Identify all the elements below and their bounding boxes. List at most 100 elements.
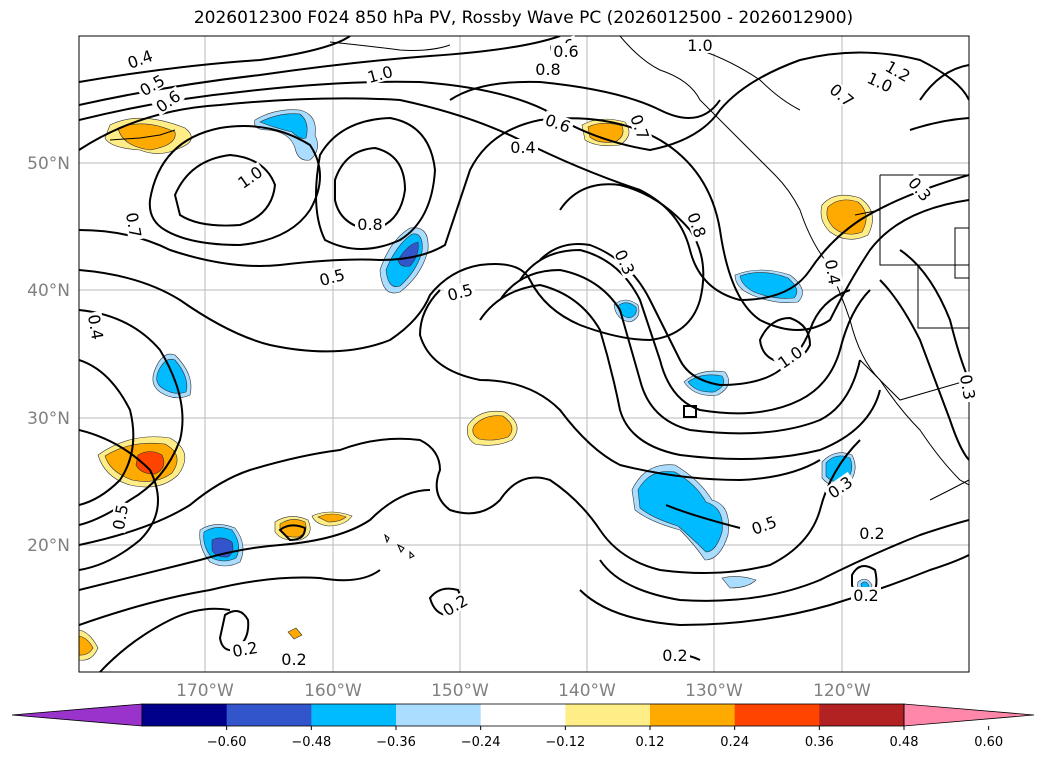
colorbar-tick-label: −0.36 — [376, 735, 416, 750]
colorbar-tick-label: −0.48 — [291, 735, 331, 750]
colorbar: −0.60 −0.48 −0.36 −0.24 −0.12 0.12 0.24 0.36 0.4… — [11, 703, 1035, 750]
negative-anomaly — [721, 576, 757, 589]
contour-label-background — [627, 110, 653, 144]
contour-label-background — [228, 638, 262, 660]
colorbar-segment — [226, 704, 312, 726]
contour-label: 0.8 — [357, 215, 382, 234]
contour-label-background — [233, 161, 267, 193]
contour-label-background — [904, 172, 936, 206]
colorbar-outline — [141, 703, 905, 727]
contour-label-background — [109, 500, 131, 534]
lon-label-130w: 130°W — [685, 681, 743, 701]
contour-label-background — [551, 43, 581, 59]
contour-label-background — [279, 651, 309, 667]
colorbar-segment — [480, 704, 566, 726]
lon-label-150w: 150°W — [431, 681, 489, 701]
contour-label-background — [151, 85, 185, 117]
colorbar-tick-label: 0.12 — [636, 735, 665, 750]
negative-anomaly — [156, 358, 188, 394]
contour-label: 0.5 — [109, 503, 132, 531]
contour-label-background — [508, 139, 538, 155]
pv-contours — [79, 36, 969, 672]
contour-label-background — [822, 255, 844, 289]
contour-label-background — [135, 70, 169, 100]
contour-label-background — [881, 56, 915, 86]
contour-label: 0.2 — [281, 650, 306, 669]
colorbar-segment — [396, 704, 482, 726]
contour-label-background — [541, 110, 575, 136]
positive-anomaly — [826, 199, 867, 235]
colorbar-tick-label: 0.48 — [890, 735, 919, 750]
map-title: 2026012300 F024 850 hPa PV, Rossby Wave … — [193, 8, 854, 28]
contour-label-background — [315, 265, 349, 289]
contour-label-background — [684, 208, 710, 242]
colorbar-segment — [565, 704, 651, 726]
lat-label-30n: 30°N — [27, 409, 70, 429]
positive-anomaly — [287, 627, 303, 640]
contour-label-background — [660, 647, 690, 663]
colorbar-segment — [650, 704, 736, 726]
contour-label-background — [747, 512, 781, 538]
contour-label-background — [123, 46, 157, 72]
contour-label: 0.2 — [662, 646, 687, 665]
contour-label: 1.0 — [687, 36, 712, 55]
colorbar-tick-label: −0.12 — [545, 735, 585, 750]
contour-label: 0.2 — [853, 586, 878, 605]
lat-label-20n: 20°N — [27, 536, 70, 556]
contour-label: 0.2 — [231, 638, 259, 661]
contour-label-background — [957, 370, 979, 404]
coastlines — [109, 36, 969, 559]
contour-label-background — [773, 341, 807, 373]
contour-label-background — [851, 587, 881, 603]
contour-label: 0.8 — [535, 60, 560, 79]
colorbar-tick-label: −0.24 — [461, 735, 501, 750]
colorbar-segment — [311, 704, 397, 726]
negative-anomaly — [259, 113, 308, 139]
map-frame-background — [79, 36, 969, 672]
positive-anomaly — [587, 122, 624, 143]
colorbar-segment — [734, 704, 820, 726]
contour-label-background — [857, 525, 887, 541]
contour-label-background — [123, 208, 145, 242]
contour-label: 0.3 — [956, 373, 979, 401]
colorbar-extend-max — [903, 703, 1035, 727]
contour-label: 0.4 — [84, 313, 107, 341]
lat-label-50n: 50°N — [27, 154, 70, 174]
positive-anomaly — [472, 415, 513, 441]
latitude-labels: 50°N 40°N 30°N 20°N — [27, 154, 70, 556]
lon-label-140w: 140°W — [558, 681, 616, 701]
contour-label-background — [863, 68, 897, 96]
colorbar-tick-label: 0.60 — [974, 735, 1003, 750]
lon-label-170w: 170°W — [176, 681, 234, 701]
colorbar-segment — [142, 704, 228, 726]
colorbar-extend-min — [11, 703, 143, 727]
contour-label: 0.4 — [821, 258, 844, 286]
positive-anomaly — [79, 635, 94, 656]
contour-label: 0.2 — [859, 524, 884, 543]
contour-label: 0.6 — [553, 42, 578, 61]
colorbar-segment — [819, 704, 905, 726]
positive-anomaly — [317, 513, 347, 523]
negative-anomaly — [637, 471, 723, 553]
contour-label-background — [85, 310, 107, 344]
contour-label: 0.7 — [122, 211, 145, 239]
positive-anomaly — [135, 451, 165, 475]
negative-anomaly — [397, 241, 419, 267]
contour-label-background — [355, 216, 385, 232]
contour-label-background — [363, 62, 397, 86]
contour-label-background — [611, 245, 639, 279]
contour-label-background — [443, 280, 477, 304]
gridlines — [79, 36, 969, 672]
contour-label-background — [438, 590, 472, 620]
longitude-labels: 170°W 160°W 150°W 140°W 130°W 120°W — [176, 681, 871, 701]
lon-label-120w: 120°W — [813, 681, 871, 701]
lon-label-160w: 160°W — [304, 681, 362, 701]
map-border — [78, 35, 970, 673]
colorbar-tick-label: 0.36 — [805, 735, 834, 750]
contour-label: 0.4 — [510, 138, 535, 157]
lat-label-40n: 40°N — [27, 281, 70, 301]
contour-label-background — [685, 37, 715, 53]
contour-label-background — [823, 471, 857, 503]
shaded-anomalies — [79, 109, 873, 661]
